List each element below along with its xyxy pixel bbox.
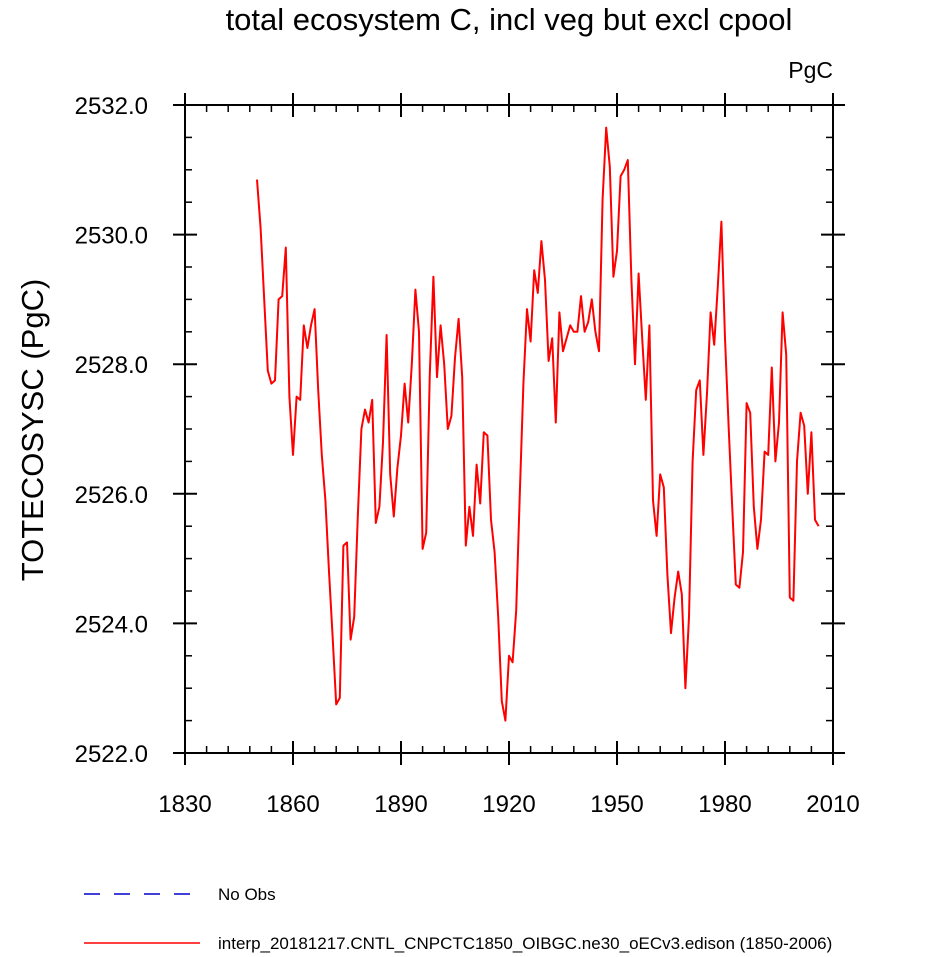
series-line-1 xyxy=(256,126,820,722)
y-tick-label: 2532.0 xyxy=(75,93,148,120)
x-tick-label: 2010 xyxy=(806,791,859,818)
x-tick-label: 1890 xyxy=(374,791,427,818)
legend: No Obs interp_20181217.CNTL_CNPCTC1850_O… xyxy=(84,885,832,953)
x-tick-label: 1980 xyxy=(698,791,751,818)
y-tick-label: 2522.0 xyxy=(75,741,148,768)
legend-label-model-run: interp_20181217.CNTL_CNPCTC1850_OIBGC.ne… xyxy=(218,934,832,953)
x-tick-labels: 1830 1860 1890 1920 1950 1980 2010 xyxy=(158,791,859,818)
y-axis-label: TOTECOSYSC (PgC) xyxy=(15,279,50,582)
axis-ticks xyxy=(173,93,845,765)
y-tick-label: 2530.0 xyxy=(75,223,148,250)
y-tick-label: 2528.0 xyxy=(75,352,148,379)
y-tick-labels: 2522.0 2524.0 2526.0 2528.0 2530.0 2532.0 xyxy=(75,93,148,768)
units-label: PgC xyxy=(788,57,833,83)
y-tick-label: 2524.0 xyxy=(75,611,148,638)
y-tick-label: 2526.0 xyxy=(75,482,148,509)
x-tick-label: 1830 xyxy=(158,791,211,818)
chart-title: total ecosystem C, incl veg but excl cpo… xyxy=(226,2,793,37)
legend-label-no-obs: No Obs xyxy=(218,885,276,904)
x-tick-label: 1860 xyxy=(266,791,319,818)
x-tick-label: 1920 xyxy=(482,791,535,818)
x-tick-label: 1950 xyxy=(590,791,643,818)
series-layer xyxy=(256,126,820,722)
